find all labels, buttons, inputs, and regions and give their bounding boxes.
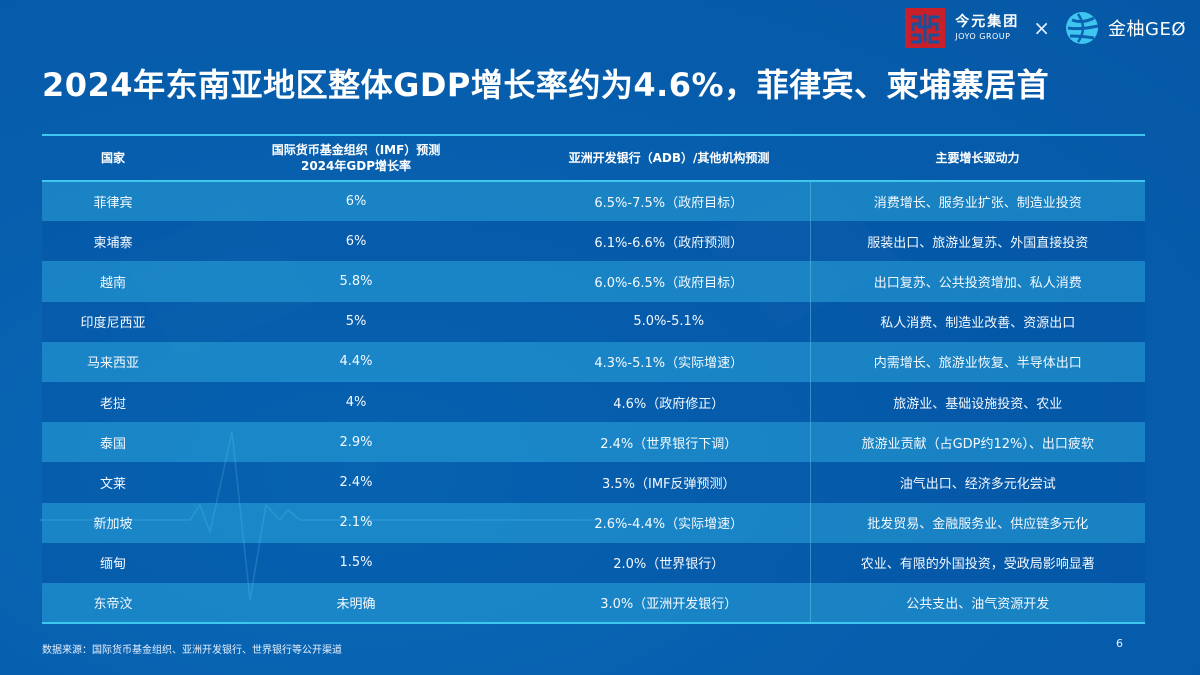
cell-imf: 2.1% [339,515,373,531]
table-row: 菲律宾 6% 6.5%-7.5%（政府目标） 消费增长、服务业扩张、制造业投资 [42,181,1145,222]
cell-country: 老挝 [99,396,126,412]
cell-country: 菲律宾 [93,196,133,212]
cell-country: 越南 [99,275,126,291]
table-row: 缅甸 1.5% 2.0%（世界银行） 农业、有限的外国投资，受政局影响显著 [42,542,1145,583]
cell-imf: 4.4% [339,354,373,370]
table-row: 文莱 2.4% 3.5%（IMF反弹预测） 油气出口、经济多元化尝试 [42,462,1145,503]
cell-adb: 3.5%（IMF反弹预测） [601,476,736,492]
cell-imf: 5% [345,314,367,330]
cell-imf: 5.8% [339,273,373,289]
geo-logo-text: 金柚GEØ [1108,19,1186,40]
cell-drivers: 农业、有限的外国投资，受政局影响显著 [809,542,1145,583]
table-row: 马来西亚 4.4% 4.3%-5.1%（实际增速） 内需增长、旅游业恢复、半导体… [42,341,1145,382]
cell-adb: 2.6%-4.4%（实际增速） [594,517,744,533]
cell-adb: 2.4%（世界银行下调） [600,436,738,452]
cell-adb: 5.0%-5.1% [633,314,705,330]
cell-drivers: 公共支出、油气资源开发 [809,582,1145,624]
joyo-seal-icon [905,8,946,48]
cell-country: 新加坡 [93,517,133,533]
table-row: 泰国 2.9% 2.4%（世界银行下调） 旅游业贡献（占GDP约12%）、出口疲… [42,422,1145,463]
cell-drivers: 批发贸易、金融服务业、供应链多元化 [809,502,1145,543]
gdp-forecast-table: 国家 国际货币基金组织（IMF）预测 2024年GDP增长率 亚洲开发银行（AD… [42,134,1145,624]
cell-adb: 3.0%（亚洲开发银行） [600,596,738,612]
cell-drivers: 旅游业、基础设施投资、农业 [809,381,1145,423]
header-imf-line2: 2024年GDP增长率 [300,159,411,173]
cell-drivers: 消费增长、服务业扩张、制造业投资 [809,181,1145,222]
cell-imf: 1.5% [339,555,373,571]
cell-imf: 6% [345,194,367,210]
cell-adb: 6.0%-6.5%（政府目标） [594,275,744,291]
table-row: 东帝汶 未明确 3.0%（亚洲开发银行） 公共支出、油气资源开发 [42,582,1145,624]
header-country: 国家 [100,151,125,165]
cell-imf: 6% [345,233,367,249]
table-header-row: 国家 国际货币基金组织（IMF）预测 2024年GDP增长率 亚洲开发银行（AD… [42,135,1145,181]
cell-adb: 6.1%-6.6%（政府预测） [594,235,744,251]
page-number: 6 [1116,637,1123,650]
table-row: 新加坡 2.1% 2.6%-4.4%（实际增速） 批发贸易、金融服务业、供应链多… [42,502,1145,543]
cell-adb: 6.5%-7.5%（政府目标） [594,196,744,212]
cell-drivers: 油气出口、经济多元化尝试 [809,462,1145,503]
cell-imf: 4% [345,394,367,410]
cell-imf: 2.9% [339,434,373,450]
cell-country: 柬埔寨 [93,235,133,251]
cell-country: 东帝汶 [93,596,133,612]
cell-drivers: 内需增长、旅游业恢复、半导体出口 [809,341,1145,382]
table-row: 老挝 4% 4.6%（政府修正） 旅游业、基础设施投资、农业 [42,381,1145,423]
header-imf-line1: 国际货币基金组织（IMF）预测 [271,143,441,157]
cell-country: 缅甸 [99,557,126,573]
cell-drivers: 旅游业贡献（占GDP约12%）、出口疲软 [809,422,1145,463]
page-title: 2024年东南亚地区整体GDP增长率约为4.6%，菲律宾、柬埔寨居首 [42,66,1050,104]
table-row: 印度尼西亚 5% 5.0%-5.1% 私人消费、制造业改善、资源出口 [42,301,1145,342]
table-row: 越南 5.8% 6.0%-6.5%（政府目标） 出口复苏、公共投资增加、私人消费 [42,261,1145,302]
cell-country: 印度尼西亚 [80,316,146,332]
cell-drivers: 出口复苏、公共投资增加、私人消费 [809,261,1145,302]
header-imf-forecast: 国际货币基金组织（IMF）预测 2024年GDP增长率 [184,135,528,181]
cell-country: 马来西亚 [86,356,139,372]
cell-country: 文莱 [99,476,126,492]
joyo-logo-en: JOYO GROUP [955,32,1011,41]
header-growth-drivers: 主要增长驱动力 [935,151,1020,165]
header-logos: 今元集团 JOYO GROUP × 金柚GEØ [905,8,1186,48]
geo-globe-icon [1066,12,1099,44]
cell-country: 泰国 [99,436,126,452]
cell-adb: 4.6%（政府修正） [613,396,725,412]
table-row: 柬埔寨 6% 6.1%-6.6%（政府预测） 服装出口、旅游业复苏、外国直接投资 [42,221,1145,262]
cell-adb: 4.3%-5.1%（实际增速） [594,356,744,372]
data-source-note: 数据来源：国际货币基金组织、亚洲开发银行、世界银行等公开渠道 [42,645,342,656]
joyo-logo-text: 今元集团 JOYO GROUP [955,15,1019,41]
cell-imf: 2.4% [339,474,373,490]
cell-drivers: 私人消费、制造业改善、资源出口 [809,301,1145,342]
cell-adb: 2.0%（世界银行） [613,557,725,573]
cell-imf: 未明确 [336,596,376,612]
collab-times-symbol: × [1033,16,1050,40]
header-adb-forecast: 亚洲开发银行（ADB）/其他机构预测 [568,151,770,165]
joyo-logo-cn: 今元集团 [955,14,1020,30]
cell-drivers: 服装出口、旅游业复苏、外国直接投资 [809,221,1145,262]
